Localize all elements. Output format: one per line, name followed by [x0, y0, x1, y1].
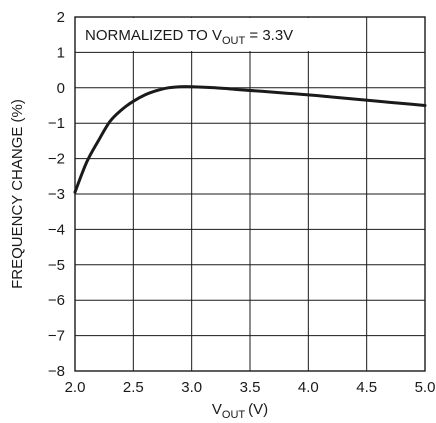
x-tick-label: 3.0: [181, 379, 202, 396]
y-axis-label: FREQUENCY CHANGE (%): [9, 99, 26, 289]
plot-frame: [74, 16, 426, 372]
y-tick-label: 2: [57, 9, 65, 26]
y-tick-label: 1: [57, 44, 65, 61]
x-tick-label: 2.5: [123, 379, 144, 396]
normalization-note: NORMALIZED TO VOUT = 3.3V: [76, 18, 324, 51]
y-tick-label: −5: [48, 257, 65, 274]
normalization-note-text: NORMALIZED TO VOUT = 3.3V: [85, 27, 293, 47]
x-axis-label: VOUT (V): [212, 401, 268, 421]
y-tick-label: −1: [48, 115, 65, 132]
normalization-note-prefix: NORMALIZED TO V: [85, 27, 222, 44]
frequency-change-curve: [73, 85, 427, 194]
x-tick-label: 4.5: [356, 379, 377, 396]
data-series: [73, 85, 427, 194]
x-tick-label: 5.0: [415, 379, 436, 396]
y-tick-label: 0: [57, 80, 65, 97]
y-tick-label: −2: [48, 151, 65, 168]
y-tick-label: −8: [48, 363, 65, 380]
x-tick-label: 4.0: [298, 379, 319, 396]
y-tick-label: −4: [48, 221, 65, 238]
x-axis-label-main: V: [212, 401, 222, 418]
x-axis-label-unit: (V): [248, 401, 268, 418]
normalization-note-subscript: OUT: [222, 35, 246, 47]
x-axis-label-subscript: OUT: [222, 409, 246, 421]
normalization-note-suffix: = 3.3V: [245, 27, 293, 44]
grid-lines: [75, 17, 425, 371]
normalization-note-background: [76, 18, 324, 51]
y-tick-label: −6: [48, 292, 65, 309]
y-tick-labels: 2 1 0 −1 −2 −3 −4 −5 −6 −7 −8: [48, 9, 65, 380]
y-tick-label: −7: [48, 328, 65, 345]
x-tick-label: 2.0: [65, 379, 86, 396]
x-tick-labels: 2.0 2.5 3.0 3.5 4.0 4.5 5.0: [65, 379, 436, 396]
x-tick-label: 3.5: [240, 379, 261, 396]
y-tick-label: −3: [48, 186, 65, 203]
